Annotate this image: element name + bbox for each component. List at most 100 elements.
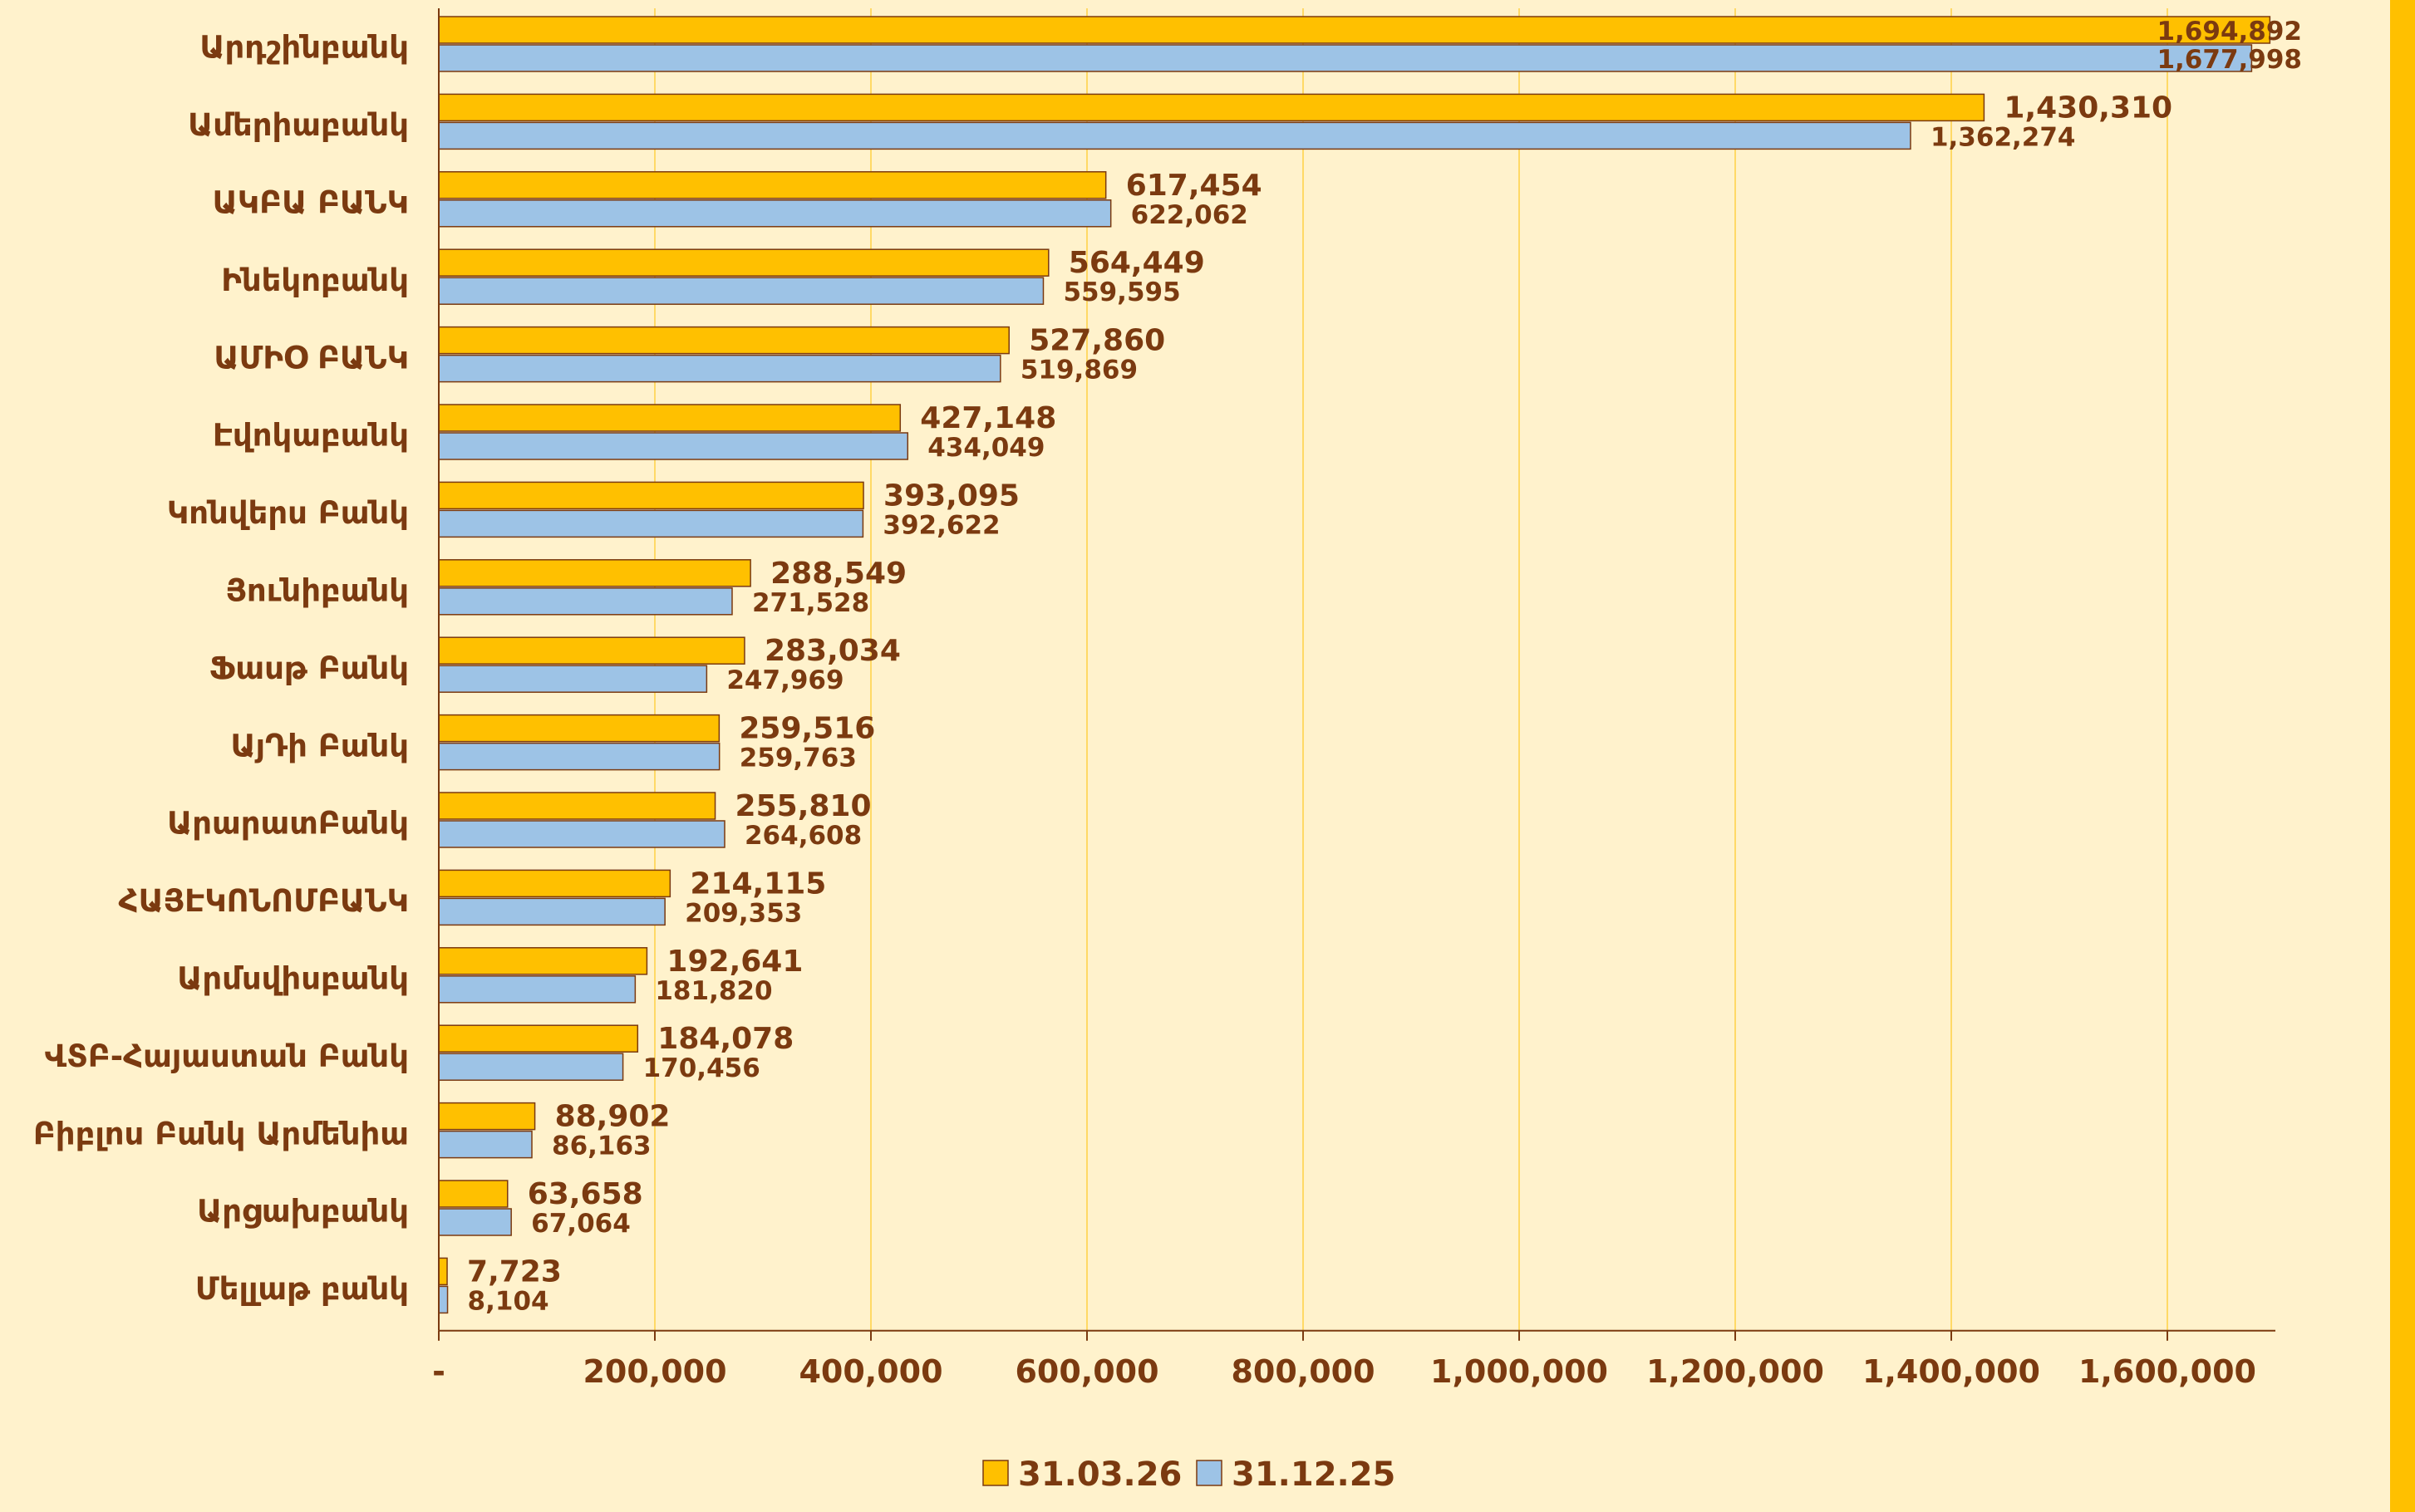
bar-series-1 [438, 1257, 448, 1286]
data-label-series-1: 88,902 [555, 1100, 671, 1134]
bar-series-1 [438, 326, 1010, 355]
data-label-series-1: 393,095 [883, 479, 1020, 513]
data-label-series-2: 86,163 [552, 1132, 652, 1161]
data-label-series-1: 283,034 [765, 634, 901, 668]
data-label-series-2: 247,969 [726, 665, 844, 695]
category-label: Արմսվիսբանկ [177, 961, 409, 997]
bar-series-1 [438, 714, 721, 743]
bar-series-1 [438, 248, 1050, 277]
data-label-series-2: 519,869 [1021, 356, 1138, 385]
category-label: Յունիբանկ [225, 573, 409, 609]
bar-series-2 [438, 1053, 624, 1081]
data-label-series-1: 427,148 [920, 401, 1056, 435]
category-label: Ամերիաբանկ [188, 107, 409, 143]
bar-series-1 [438, 636, 745, 665]
bar-series-2 [438, 587, 733, 616]
data-label-series-1: 617,454 [1126, 169, 1262, 203]
bar-series-2 [438, 1208, 512, 1236]
bar-series-1 [438, 869, 671, 898]
x-tick-label: - [432, 1353, 445, 1390]
right-accent-stripe [2390, 0, 2415, 1512]
legend-swatch [982, 1460, 1009, 1486]
data-label-series-2: 559,595 [1063, 277, 1180, 307]
bar-series-1 [438, 404, 902, 432]
data-label-series-1: 63,658 [528, 1177, 643, 1211]
data-label-series-1: 1,430,310 [2004, 91, 2172, 125]
bar-series-2 [438, 820, 725, 848]
data-label-series-2: 8,104 [468, 1286, 549, 1316]
bar-series-1 [438, 16, 2271, 44]
x-tick-label: 1,200,000 [1646, 1353, 1824, 1390]
data-label-series-1: 7,723 [467, 1254, 562, 1289]
data-label-series-1: 527,860 [1029, 324, 1165, 358]
data-label-series-2: 264,608 [745, 821, 862, 851]
x-tick-label: 1,000,000 [1430, 1353, 1608, 1390]
bar-series-1 [438, 171, 1107, 199]
bar-series-1 [438, 947, 648, 975]
data-label-series-2: 434,049 [927, 433, 1045, 463]
data-label-series-2: 181,820 [655, 976, 772, 1006]
bar-series-2 [438, 432, 909, 460]
data-label-series-2: 67,064 [531, 1209, 631, 1239]
category-label: ԱՄԻՕ ԲԱՆԿ [214, 340, 409, 376]
bar-series-1 [438, 1024, 639, 1053]
category-label: Ինեկոբանկ [221, 263, 409, 298]
gridlines [654, 8, 2168, 1331]
bar-series-1 [438, 559, 751, 587]
legend-swatch [1196, 1460, 1222, 1486]
data-label-series-1: 192,641 [666, 945, 803, 979]
category-label: Արցախբանկ [197, 1194, 409, 1230]
x-tick-label: 200,000 [583, 1353, 726, 1390]
category-label: ՎՏԲ-Հայաստան Բանկ [45, 1038, 409, 1074]
bar-series-1 [438, 1102, 536, 1131]
axes: - 200,000 400,000 600,000 800,000 1,000,000 1,… [432, 8, 2275, 1390]
data-label-series-1: 255,810 [735, 789, 872, 823]
data-label-series-2: 209,353 [685, 898, 802, 928]
x-tick-label: 600,000 [1015, 1353, 1158, 1390]
bar-series-1 [438, 792, 716, 820]
bar-series-2 [438, 121, 1911, 150]
x-tick-label: 800,000 [1231, 1353, 1375, 1390]
data-label-series-1: 288,549 [770, 557, 907, 591]
legend: 31.03.26 31.12.25 [982, 1456, 1395, 1494]
category-label: Կոնվերս Բանկ [167, 495, 409, 531]
category-label: Արդշինբանկ [199, 30, 409, 66]
x-tick-label: 1,600,000 [2078, 1353, 2256, 1390]
data-label-series-2: 170,456 [643, 1053, 760, 1083]
bar-series-2 [438, 1130, 533, 1159]
bar-series-2 [438, 975, 637, 1004]
bar-series-1 [438, 93, 1985, 122]
data-label-series-1: 184,078 [657, 1022, 794, 1056]
category-label: ԱրարատԲանկ [167, 806, 409, 842]
data-label-series-1: 214,115 [690, 866, 826, 901]
data-label-series-2: 271,528 [752, 588, 869, 618]
bar-series-2 [438, 742, 721, 771]
bar-series-1 [438, 1180, 509, 1208]
bar-series-1 [438, 481, 864, 510]
category-label: ՀԱՅԷԿՈՆՈՄԲԱՆԿ [119, 883, 410, 919]
data-label-series-2: 392,622 [883, 510, 1000, 540]
data-label-series-2: 259,763 [740, 744, 857, 773]
bar-series-2 [438, 44, 2253, 72]
category-label: Մելլաթ բանկ [195, 1271, 409, 1307]
bar-series-2 [438, 199, 1112, 228]
legend-label: 31.12.25 [1232, 1456, 1395, 1494]
category-label: ԱԿԲԱ ԲԱՆԿ [213, 185, 409, 221]
category-label: Բիբլոս Բանկ Արմենիա [33, 1116, 409, 1151]
category-label: ԱյԴի Բանկ [231, 728, 409, 763]
bar-series-2 [438, 509, 864, 538]
x-tick-label: 1,400,000 [1862, 1353, 2040, 1390]
category-label: Ֆասթ Բանկ [209, 650, 409, 686]
data-label-series-1: 564,449 [1069, 246, 1205, 280]
bar-series-2 [438, 1285, 449, 1314]
legend-label: 31.03.26 [1018, 1456, 1182, 1494]
bar-series-2 [438, 665, 708, 693]
data-label-series-1: 259,516 [739, 712, 875, 746]
category-label: Էվոկաբանկ [213, 418, 409, 454]
data-label-series-2: 1,677,998 [2157, 45, 2302, 75]
data-label-series-2: 1,362,274 [1931, 122, 2076, 152]
data-label-series-1: 1,694,892 [2157, 17, 2302, 47]
x-tick-label: 400,000 [799, 1353, 942, 1390]
